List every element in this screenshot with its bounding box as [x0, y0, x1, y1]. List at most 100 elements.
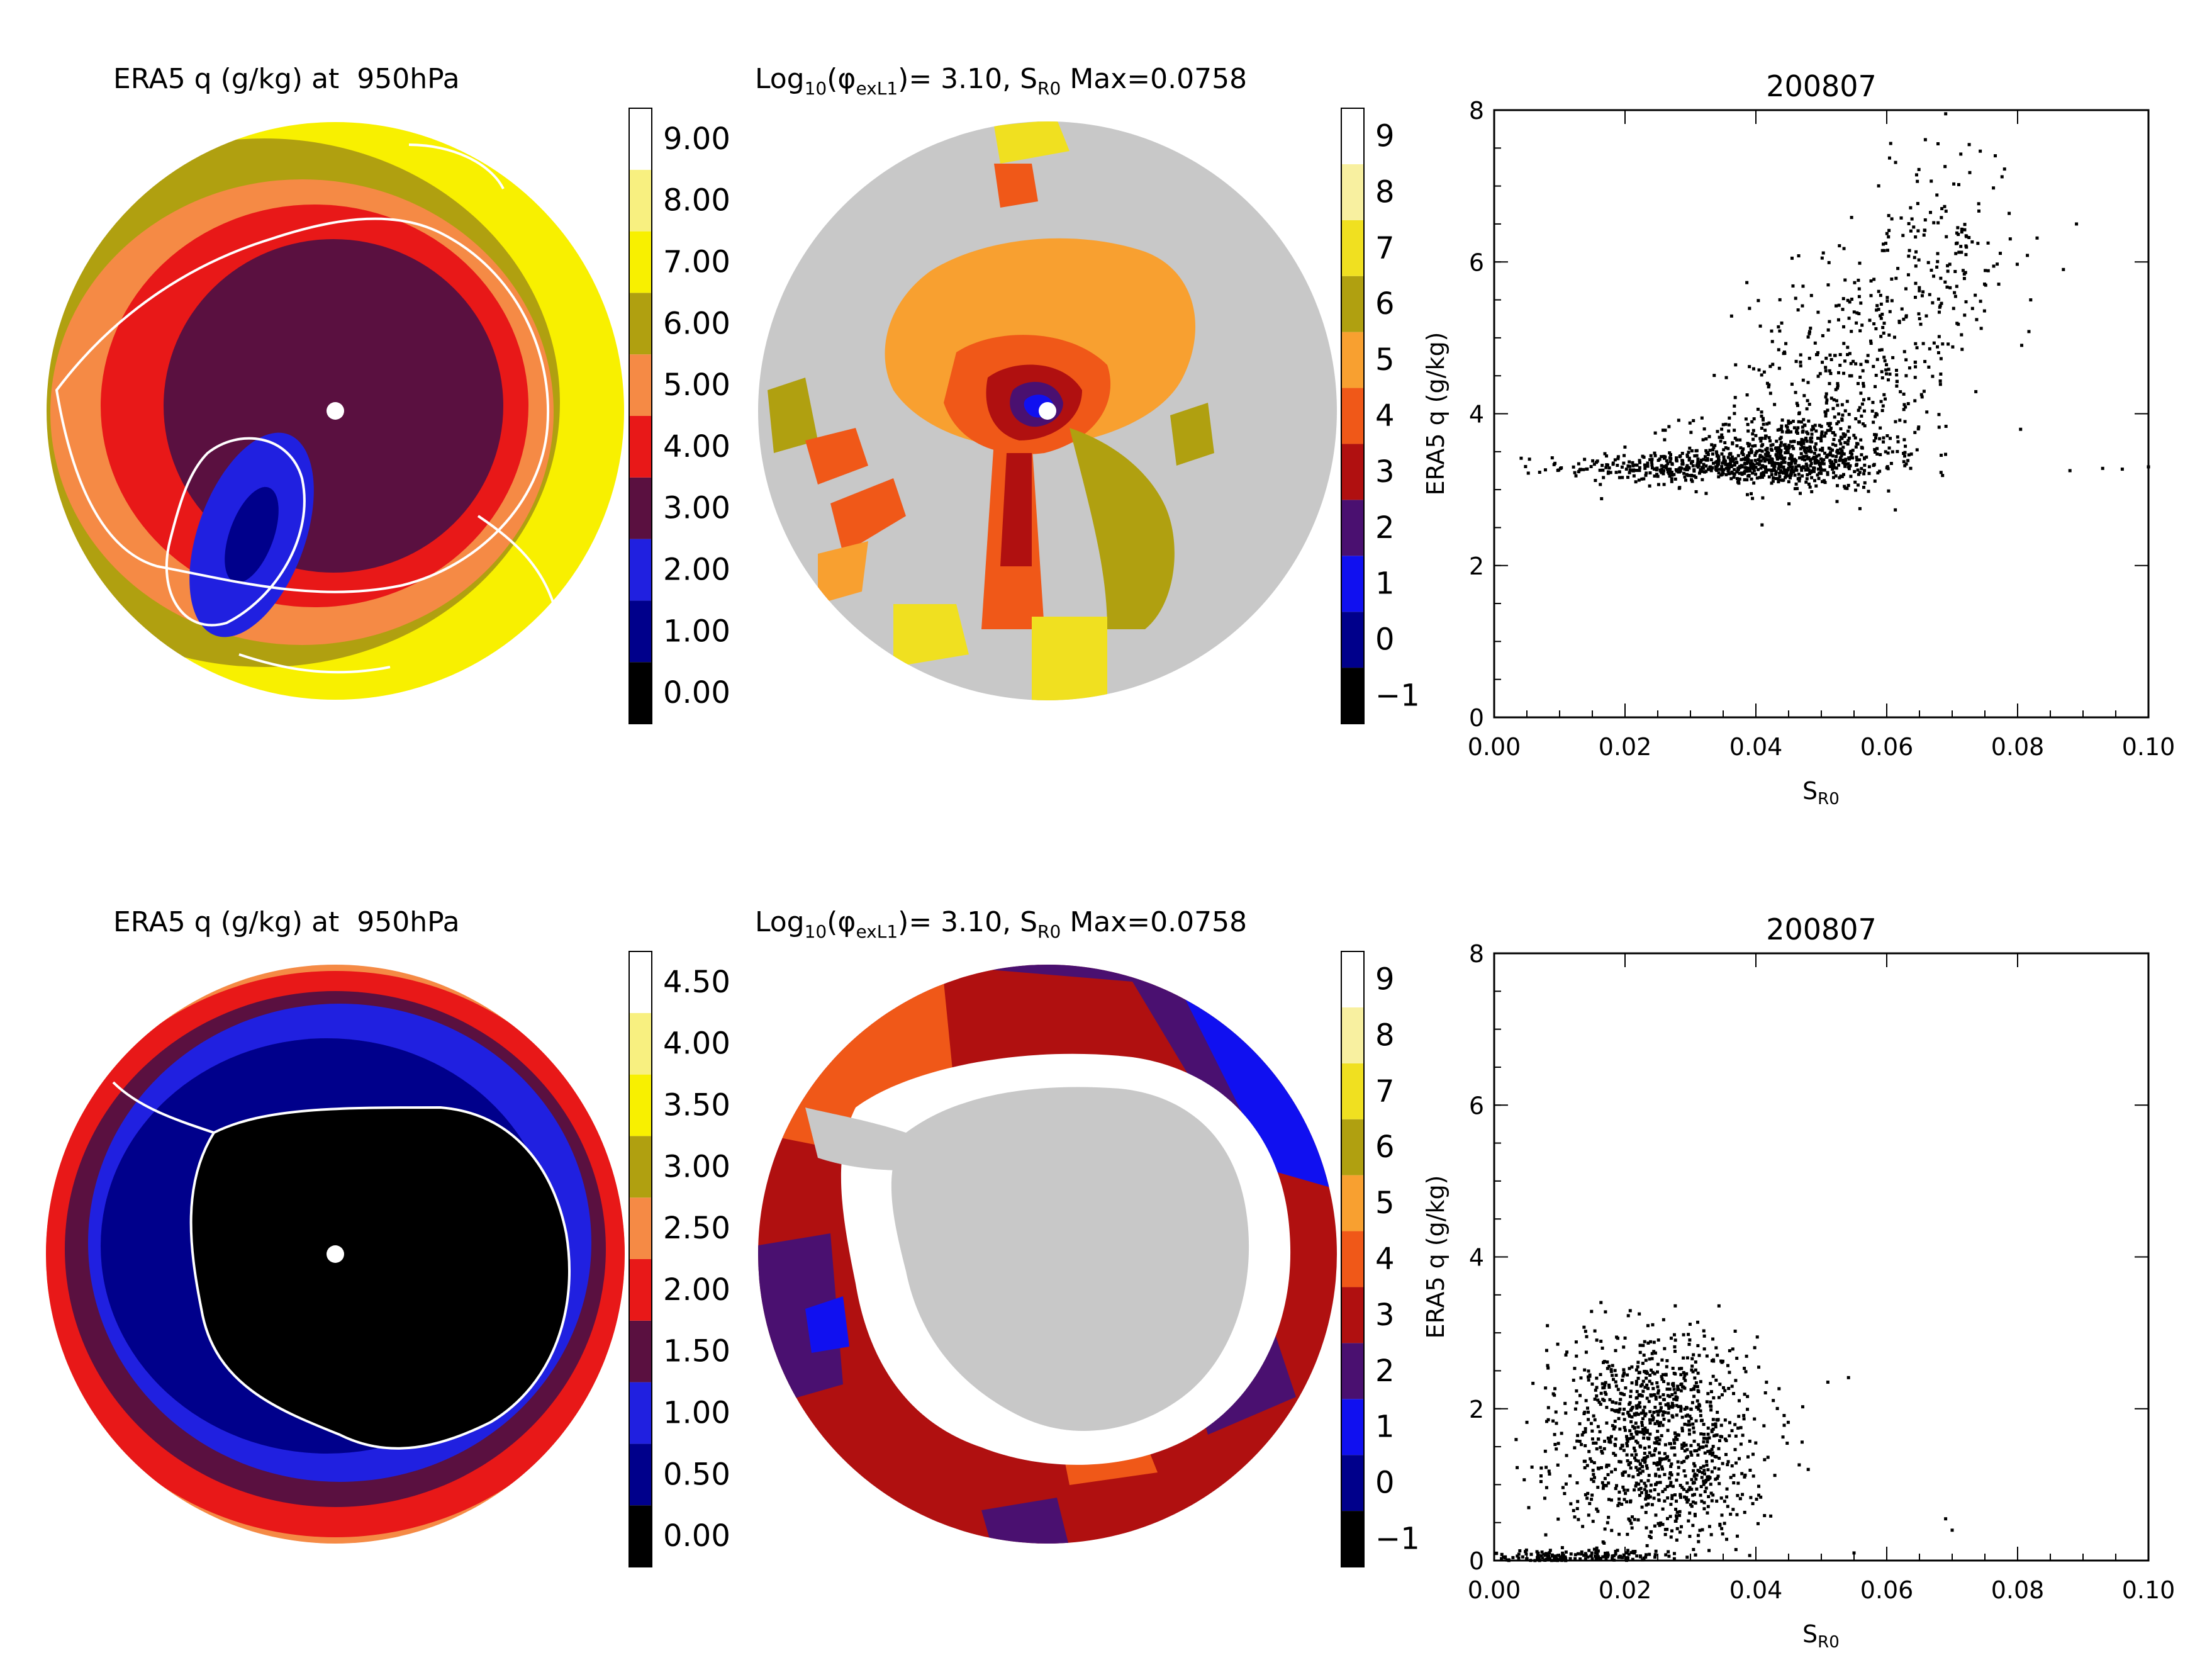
scatter-point — [1584, 1430, 1587, 1433]
scatter-point — [1835, 484, 1839, 488]
scatter-point — [1797, 420, 1801, 423]
scatter-points — [1519, 112, 2150, 527]
scatter-point — [1682, 1488, 1686, 1491]
scatter-point — [1645, 1371, 1648, 1374]
scatter-point — [1692, 1439, 1696, 1443]
scatter-point — [1616, 1337, 1619, 1340]
scatter-point — [1606, 463, 1609, 467]
scatter-point — [1651, 1416, 1655, 1420]
scatter-point — [1766, 454, 1770, 457]
scatter-point — [1573, 1557, 1577, 1561]
scatter-point — [1817, 453, 1821, 457]
scatter-point — [1709, 1382, 1712, 1386]
scatter-point — [1716, 457, 1720, 461]
scatter-point — [1650, 1503, 1654, 1506]
scatter-point — [1702, 457, 1706, 461]
scatter-point — [1701, 1528, 1704, 1532]
scatter-point — [1590, 1309, 1594, 1313]
scatter-point — [1644, 1484, 1648, 1488]
scatter-point — [1782, 468, 1786, 472]
x-axis-label: SR0 — [1802, 1620, 1840, 1652]
scatter-point — [1773, 469, 1777, 473]
scatter-point — [1685, 453, 1689, 457]
scatter-point — [1641, 1469, 1645, 1473]
scatter-point — [1761, 418, 1765, 422]
scatter-point — [1621, 1472, 1624, 1476]
scatter-point — [1623, 1428, 1627, 1432]
scatter-point — [1957, 322, 1960, 326]
scatter-point — [1899, 390, 1902, 394]
scatter-point — [1653, 431, 1657, 435]
scatter-point — [1835, 454, 1838, 458]
scatter-point — [2120, 468, 2124, 471]
scatter-point — [1851, 449, 1855, 452]
scatter-point — [1765, 470, 1768, 474]
scatter-point — [1695, 1385, 1699, 1389]
scatter-point — [1801, 1405, 1804, 1409]
scatter-point — [1706, 1440, 1709, 1444]
scatter-point — [1596, 1398, 1600, 1402]
scatter-point — [1675, 458, 1679, 462]
scatter-point — [1779, 469, 1783, 473]
scatter-point — [1702, 466, 1706, 470]
scatter-point — [1618, 1554, 1622, 1558]
scatter-point — [1886, 378, 1890, 382]
scatter-point — [1787, 502, 1791, 506]
colorbar-tick-label: 9 — [1375, 118, 1395, 154]
scatter-point — [1641, 1430, 1645, 1434]
scatter-point — [1568, 1557, 1572, 1561]
scatter-point — [1605, 1406, 1609, 1410]
scatter-point — [1947, 342, 1950, 346]
scatter-point — [1813, 451, 1816, 455]
scatter-point — [1775, 462, 1779, 466]
scatter-point — [1759, 439, 1763, 443]
scatter-point — [1658, 1409, 1662, 1413]
scatter-point — [1767, 451, 1770, 455]
scatter-point — [1852, 434, 1856, 437]
scatter-point — [1592, 1547, 1596, 1551]
scatter-point — [1824, 369, 1828, 373]
colorbar-segment — [1341, 1063, 1364, 1119]
scatter-point — [1606, 1463, 1610, 1467]
scatter-point — [1813, 423, 1817, 427]
scatter-point — [1772, 463, 1776, 467]
scatter-point — [1564, 1482, 1568, 1486]
scatter-point — [1819, 437, 1823, 440]
scatter-point — [1618, 1407, 1622, 1411]
scatter-point — [1592, 1479, 1595, 1483]
scatter-point — [1617, 1501, 1621, 1505]
scatter-point — [1683, 468, 1687, 471]
scatter-point — [1628, 468, 1632, 472]
scatter-point — [1863, 424, 1867, 428]
scatter-point — [1797, 411, 1801, 415]
scatter-point — [1706, 1505, 1710, 1508]
scatter-point — [1917, 167, 1921, 171]
scatter-point — [1687, 1420, 1690, 1423]
scatter-point — [1740, 457, 1743, 461]
scatter-point — [1662, 472, 1665, 476]
scatter-point — [1847, 467, 1851, 471]
scatter-point — [1687, 1519, 1690, 1523]
scatter-point — [1788, 476, 1792, 479]
scatter-point — [1743, 1473, 1747, 1477]
scatter-point — [1605, 1465, 1609, 1469]
scatter-point — [1918, 289, 1921, 293]
scatter-point — [1663, 1347, 1667, 1350]
scatter-point — [1917, 258, 1921, 262]
scatter-point — [1658, 468, 1662, 472]
scatter-point — [1705, 1400, 1709, 1404]
scatter-point — [1640, 1423, 1644, 1427]
scatter-point — [1819, 471, 1823, 475]
scatter-point — [1796, 426, 1800, 430]
scatter-point — [1556, 1554, 1560, 1557]
scatter-point — [1656, 483, 1660, 486]
scatter-point — [1601, 1540, 1605, 1544]
scatter-point — [1842, 342, 1846, 345]
scatter-point — [2003, 167, 2006, 171]
scatter-point — [1516, 1466, 1519, 1469]
scatter-point — [1720, 1360, 1724, 1364]
scatter-point — [1687, 456, 1691, 460]
scatter-point — [1683, 1422, 1687, 1426]
scatter-point — [1670, 1462, 1673, 1466]
colorbar-segment — [629, 1505, 652, 1567]
